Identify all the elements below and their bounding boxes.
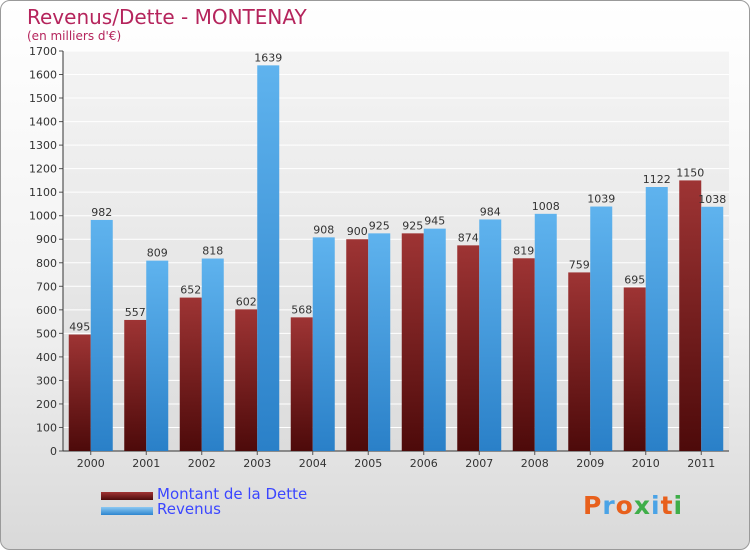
bar-debt	[346, 239, 369, 451]
y-tick-label: 700	[36, 280, 57, 293]
y-tick-label: 0	[50, 445, 57, 458]
data-label: 819	[513, 244, 534, 257]
data-label: 602	[236, 295, 257, 308]
y-tick-label: 1700	[29, 45, 57, 58]
logo-letter: x	[633, 491, 651, 520]
x-tick-label: 2010	[632, 457, 660, 470]
bar-revenue	[257, 65, 280, 452]
logo-letter: o	[615, 491, 634, 520]
x-tick-label: 2011	[687, 457, 715, 470]
chart-subtitle: (en milliers d'€)	[27, 29, 122, 43]
data-label: 557	[125, 306, 146, 319]
data-label: 1038	[698, 193, 726, 206]
data-label: 1008	[532, 200, 560, 213]
x-tick-label: 2003	[243, 457, 271, 470]
data-label: 568	[291, 303, 312, 316]
bar-debt	[235, 309, 258, 451]
y-tick-label: 1600	[29, 69, 57, 82]
bar-revenue	[201, 258, 224, 451]
data-label: 759	[569, 258, 590, 271]
bar-debt	[457, 245, 480, 451]
bar-revenue	[701, 206, 724, 451]
bar-revenue	[645, 187, 668, 451]
chart-title: Revenus/Dette - MONTENAY	[27, 5, 307, 29]
legend-label-debt: Montant de la Dette	[157, 485, 308, 503]
legend-label-revenue: Revenus	[157, 500, 221, 518]
proxiti-logo: Proxiti	[583, 491, 683, 520]
data-label: 908	[313, 223, 334, 236]
data-label: 495	[69, 321, 90, 334]
bar-revenue	[312, 237, 335, 451]
y-tick-label: 200	[36, 398, 57, 411]
y-tick-label: 900	[36, 233, 57, 246]
bar-debt	[290, 317, 313, 451]
data-label: 925	[402, 219, 423, 232]
logo-letter: r	[602, 491, 616, 520]
x-tick-label: 2008	[521, 457, 549, 470]
x-tick-label: 2000	[77, 457, 105, 470]
x-tick-label: 2001	[132, 457, 160, 470]
y-tick-label: 800	[36, 257, 57, 270]
bar-revenue	[423, 228, 446, 451]
x-tick-label: 2006	[410, 457, 438, 470]
logo-letter: i	[673, 491, 684, 520]
bar-revenue	[534, 213, 557, 451]
bar-debt	[401, 233, 424, 451]
x-tick-label: 2007	[465, 457, 493, 470]
plot-area	[63, 51, 729, 451]
data-label: 818	[202, 245, 223, 258]
y-tick-label: 300	[36, 374, 57, 387]
bar-revenue	[590, 206, 613, 451]
y-tick-label: 1100	[29, 186, 57, 199]
y-tick-label: 600	[36, 304, 57, 317]
data-label: 900	[347, 225, 368, 238]
data-label: 1122	[643, 173, 671, 186]
legend-swatch-revenue	[101, 507, 153, 515]
legend-swatch-debt	[101, 492, 153, 500]
data-label: 984	[480, 205, 501, 218]
logo-letter: t	[660, 491, 674, 520]
y-tick-label: 100	[36, 421, 57, 434]
data-label: 982	[91, 206, 112, 219]
bar-debt	[179, 297, 202, 451]
data-label: 652	[180, 284, 201, 297]
data-label: 1039	[587, 193, 615, 206]
bar-debt	[623, 287, 646, 451]
logo-letter: P	[583, 491, 603, 520]
logo-letter: i	[651, 491, 661, 520]
x-tick-label: 2005	[354, 457, 382, 470]
data-label: 874	[458, 231, 479, 244]
data-label: 1150	[676, 166, 704, 179]
bar-revenue	[479, 219, 502, 451]
bar-revenue	[90, 219, 113, 451]
x-tick-label: 2009	[576, 457, 604, 470]
bar-revenue	[146, 260, 169, 451]
bar-debt	[68, 334, 91, 451]
y-tick-label: 400	[36, 351, 57, 364]
y-tick-label: 1500	[29, 92, 57, 105]
bar-revenue	[368, 233, 391, 451]
y-tick-label: 1200	[29, 163, 57, 176]
bar-debt	[512, 258, 535, 451]
y-tick-label: 1000	[29, 210, 57, 223]
data-label: 945	[424, 215, 445, 228]
y-tick-label: 1300	[29, 139, 57, 152]
bar-debt	[568, 272, 591, 451]
y-tick-label: 500	[36, 327, 57, 340]
y-tick-label: 1400	[29, 116, 57, 129]
bar-debt	[124, 319, 147, 451]
data-label: 695	[624, 273, 645, 286]
data-label: 809	[147, 247, 168, 260]
data-label: 925	[369, 219, 390, 232]
data-label: 1639	[254, 51, 282, 64]
x-tick-label: 2004	[299, 457, 327, 470]
bar-debt	[679, 180, 702, 452]
x-tick-label: 2002	[188, 457, 216, 470]
